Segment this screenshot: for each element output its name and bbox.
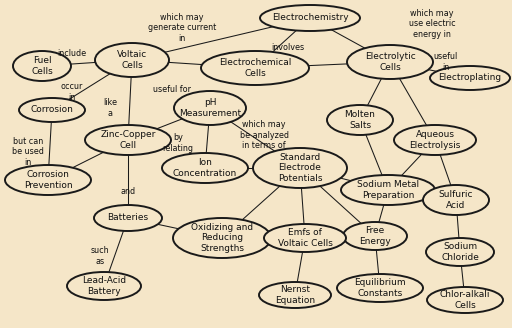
Ellipse shape [427,287,503,313]
Text: Electrochemistry: Electrochemistry [272,13,348,23]
Ellipse shape [341,175,435,205]
Text: Emfs of
Voltaic Cells: Emfs of Voltaic Cells [278,228,332,248]
Ellipse shape [253,148,347,188]
Ellipse shape [259,282,331,308]
Ellipse shape [260,5,360,31]
Ellipse shape [95,43,169,77]
Text: Free
Energy: Free Energy [359,226,391,246]
Text: Corrosion
Prevention: Corrosion Prevention [24,170,72,190]
Text: Electrolytic
Cells: Electrolytic Cells [365,52,415,72]
Ellipse shape [67,272,141,300]
Ellipse shape [5,165,91,195]
Text: Equilibrium
Constants: Equilibrium Constants [354,278,406,298]
Text: Electrochemical
Cells: Electrochemical Cells [219,58,291,78]
Text: which may
generate current
in: which may generate current in [148,13,216,43]
Ellipse shape [426,238,494,266]
Text: Aqueous
Electrolysis: Aqueous Electrolysis [409,130,461,150]
Ellipse shape [264,224,346,252]
Text: pH
Measurement: pH Measurement [179,98,241,118]
Text: which may
use electric
energy in: which may use electric energy in [409,9,455,39]
Text: like
a: like a [103,98,117,118]
Ellipse shape [174,91,246,125]
Text: and: and [120,188,136,196]
Text: which may
be analyzed
in terms of: which may be analyzed in terms of [240,120,288,150]
Text: Sodium
Chloride: Sodium Chloride [441,242,479,262]
Text: by
relating: by relating [162,133,194,153]
Ellipse shape [343,222,407,250]
Text: Chlor-alkali
Cells: Chlor-alkali Cells [440,290,490,310]
Text: Ion
Concentration: Ion Concentration [173,158,237,178]
Text: Fuel
Cells: Fuel Cells [31,56,53,76]
Ellipse shape [94,205,162,231]
Ellipse shape [85,125,171,155]
Ellipse shape [394,125,476,155]
Text: Zinc-Copper
Cell: Zinc-Copper Cell [100,130,156,150]
Text: Electroplating: Electroplating [438,73,502,83]
Text: Nernst
Equation: Nernst Equation [275,285,315,305]
Ellipse shape [173,218,271,258]
Text: occur
in: occur in [61,82,83,102]
Text: such
as: such as [91,246,110,266]
Text: useful for: useful for [153,86,191,94]
Ellipse shape [13,51,71,81]
Ellipse shape [347,45,433,79]
Text: useful
in: useful in [434,52,458,72]
Ellipse shape [327,105,393,135]
Ellipse shape [19,98,85,122]
Ellipse shape [423,185,489,215]
Ellipse shape [162,153,248,183]
Ellipse shape [201,51,309,85]
Text: Corrosion: Corrosion [31,106,73,114]
Text: Sulfuric
Acid: Sulfuric Acid [439,190,473,210]
Text: Voltaic
Cells: Voltaic Cells [117,50,147,70]
Text: Molten
Salts: Molten Salts [345,110,375,130]
Ellipse shape [430,66,510,90]
Text: include: include [57,50,87,58]
Text: Standard
Electrode
Potentials: Standard Electrode Potentials [278,153,322,183]
Text: Oxidizing and
Reducing
Strengths: Oxidizing and Reducing Strengths [191,223,253,253]
Text: involves: involves [271,44,305,52]
Text: Lead-Acid
Battery: Lead-Acid Battery [82,276,126,296]
Ellipse shape [337,274,423,302]
Text: Sodium Metal
Preparation: Sodium Metal Preparation [357,180,419,200]
Text: Batteries: Batteries [108,214,148,222]
Text: but can
be used
in: but can be used in [12,137,44,167]
